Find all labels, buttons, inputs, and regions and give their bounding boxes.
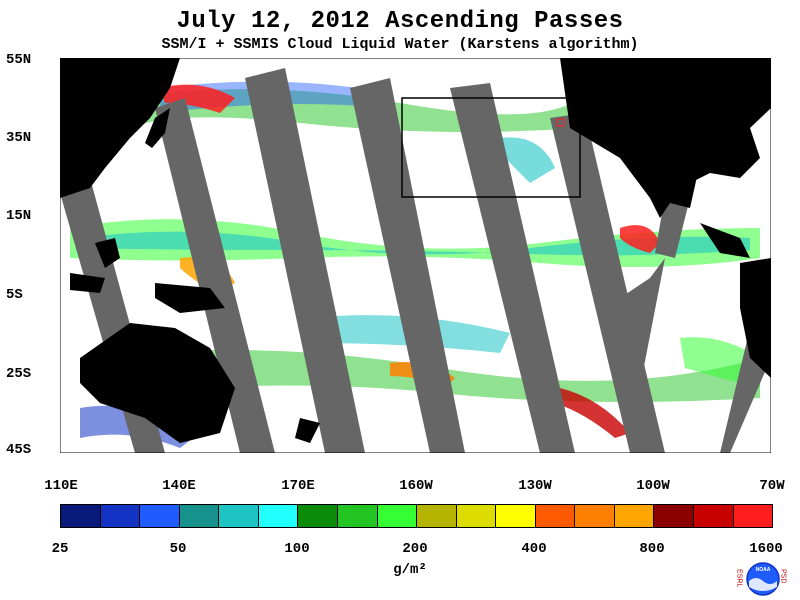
lat-label: 25S (6, 366, 32, 382)
colorbar-tick-label: 800 (639, 541, 665, 557)
lat-label: 45S (6, 442, 32, 458)
noaa-esrl-logo: NOAA ESRL PSD (736, 562, 787, 596)
colorbar-swatch (694, 505, 734, 527)
colorbar-swatch (219, 505, 259, 527)
missing-data-swaths (60, 68, 771, 453)
colorbar (60, 504, 773, 528)
colorbar-swatch (614, 505, 655, 527)
colorbar-swatch (140, 505, 180, 527)
colorbar-swatch (456, 505, 497, 527)
colorbar-swatch (496, 505, 536, 527)
colorbar-swatch (61, 505, 101, 527)
colorbar-swatch (417, 505, 457, 527)
colorbar-swatch (258, 505, 299, 527)
lat-label: 35N (6, 130, 32, 146)
region-box (401, 97, 581, 198)
colorbar-tick-label: 100 (284, 541, 310, 557)
colorbar-tick-label: 50 (169, 541, 187, 557)
lon-label: 140E (162, 478, 196, 494)
colorbar-tick-label: 400 (521, 541, 547, 557)
colorbar-swatch (337, 505, 378, 527)
logo-letters-right: PSD (780, 569, 787, 583)
lon-label: 170E (281, 478, 315, 494)
lon-label: 110E (44, 478, 78, 494)
marker-square (556, 118, 565, 127)
logo-letters-left: ESRL (736, 569, 743, 587)
colorbar-swatch (100, 505, 141, 527)
lon-label: 160W (399, 478, 433, 494)
map-subtitle: SSM/I + SSMIS Cloud Liquid Water (Karste… (161, 36, 639, 53)
lon-label: 130W (518, 478, 552, 494)
colorbar-swatch (575, 505, 615, 527)
colorbar-swatch (179, 505, 220, 527)
colorbar-swatch (377, 505, 418, 527)
colorbar-swatch (535, 505, 576, 527)
lon-label: 70W (759, 478, 785, 494)
colorbar-tick-label: 25 (51, 541, 69, 557)
lat-label: 55N (6, 52, 32, 68)
logo-center-text: NOAA (756, 567, 771, 573)
colorbar-swatch (298, 505, 338, 527)
map-title: July 12, 2012 Ascending Passes (176, 8, 624, 35)
land-masses (60, 58, 771, 443)
colorbar-swatch (654, 505, 694, 527)
colorbar-swatch (733, 505, 773, 527)
cloud-water-map (60, 58, 771, 453)
colorbar-tick-label: 1600 (749, 541, 783, 557)
lat-label: 5S (6, 287, 23, 303)
colorbar-units: g/m² (393, 562, 427, 578)
lon-label: 100W (636, 478, 670, 494)
colorbar-tick-label: 200 (402, 541, 428, 557)
lat-label: 15N (6, 208, 32, 224)
